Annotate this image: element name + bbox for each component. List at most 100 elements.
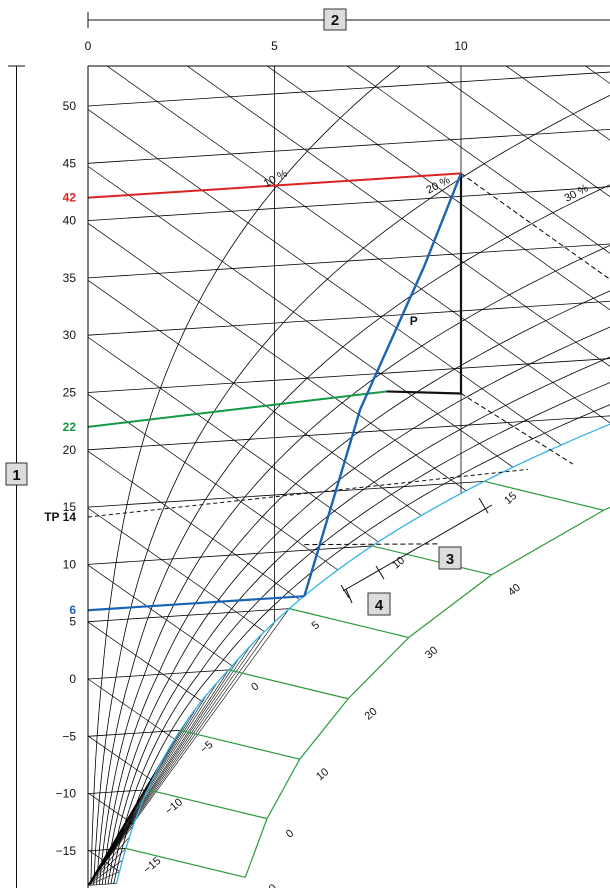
enthalpy-line [88, 0, 610, 283]
x-tick-label: 0 [85, 39, 92, 53]
enthalpy-line [88, 678, 175, 740]
enthalpy-scale-tick [372, 545, 492, 576]
isotherm-line [88, 243, 610, 279]
enthalpy-scale-tick [484, 480, 604, 511]
fan-line [88, 620, 276, 886]
y-axis-guide [8, 65, 25, 888]
isotherm-line [88, 300, 610, 336]
y-tick-label: 45 [63, 156, 77, 170]
enthalpy-line [88, 450, 300, 601]
rh-curve [104, 326, 610, 885]
enthalpy-line [88, 280, 422, 516]
enthalpy-scale-tick [147, 789, 268, 820]
chart-labels: 0510152025−15−10−50510152025303540455042… [44, 39, 590, 888]
enthalpy-line [505, 66, 610, 141]
fan-line [88, 633, 264, 886]
saturation-label: −5 [198, 739, 215, 756]
enthalpy-scale-tick [125, 847, 246, 878]
enthalpy-line [88, 0, 610, 268]
enthalpy-line [88, 507, 265, 632]
rh-curve [101, 290, 610, 885]
dashed-guide [460, 393, 574, 465]
fan-line [88, 859, 123, 886]
process-lines [88, 172, 610, 612]
x-tick-label: 5 [271, 39, 278, 53]
enthalpy-scale-tick [289, 608, 409, 639]
saturation-label: 10 [390, 555, 407, 572]
humidity-scale-callout: 4 [367, 592, 391, 616]
enthalpy-scale-callout: 3 [438, 546, 462, 570]
fan-line [88, 883, 117, 886]
y-tick-label: 35 [63, 271, 77, 285]
y-tick-label: 0 [69, 672, 76, 686]
y-tick-label: −15 [56, 844, 77, 858]
y-tick-label: 50 [63, 99, 77, 113]
y-tick-label: 40 [63, 214, 77, 228]
enthalpy-scale-callout-label: 3 [446, 551, 454, 568]
y-tick-label: 25 [63, 386, 77, 400]
enthalpy-line [88, 564, 233, 667]
enthalpy-line [88, 223, 467, 491]
process-line-mixing [386, 390, 462, 395]
saturation-label: 5 [310, 619, 322, 632]
marker-label: 22 [63, 420, 77, 434]
saturation-label: −10 [163, 796, 185, 817]
fan-line [88, 608, 290, 886]
saturation-label: −15 [141, 855, 163, 876]
humidity-scale-callout-box [367, 592, 391, 616]
saturation-curve [116, 423, 610, 884]
enthalpy-scale-edge [491, 509, 604, 576]
y-tick-label: −5 [62, 729, 76, 743]
enthalpy-label: 30 [423, 644, 440, 661]
enthalpy-scale-edge [299, 698, 349, 760]
enthalpy-scale-edge [244, 818, 268, 878]
fan-line [88, 669, 230, 886]
isotherm-line [88, 71, 610, 107]
isotherm-line [88, 480, 485, 508]
dew-point-line [88, 468, 529, 518]
enthalpy-line [106, 66, 610, 424]
isotherm-line [88, 415, 610, 451]
fan-line [88, 681, 218, 886]
enthalpy-line [88, 393, 338, 571]
enthalpy-line [88, 735, 153, 781]
dashed-guide [304, 543, 439, 546]
x-axis-callout-label: 2 [331, 12, 339, 29]
enthalpy-scale-edge [603, 506, 610, 511]
enthalpy-label: 10 [314, 766, 331, 783]
enthalpy-label: 0 [284, 827, 296, 840]
enthalpy-label: 20 [363, 706, 380, 723]
y-axis-callout: 1 [5, 462, 28, 486]
enthalpy-line [425, 66, 610, 198]
x-axis-callout: 2 [323, 8, 347, 31]
fan-line [88, 657, 240, 886]
y-tick-label: 5 [69, 615, 76, 629]
y-tick-label: 10 [63, 557, 77, 571]
enthalpy-line [88, 166, 514, 468]
humidity-scale-callout-label: 4 [375, 597, 384, 614]
fan-line [88, 645, 251, 886]
enthalpy-label: −10 [257, 882, 279, 888]
rh-label: 30 % [562, 182, 590, 204]
enthalpy-line [88, 0, 610, 298]
rh-curve [90, 66, 401, 886]
enthalpy-scale-callout-box [438, 546, 462, 570]
enthalpy-scale-edge [266, 758, 301, 819]
rh-curve [107, 356, 610, 885]
enthalpy-line [346, 66, 610, 254]
dashed-guide [460, 173, 610, 281]
rh-curve [93, 94, 610, 885]
scale-measure-lines [340, 497, 493, 604]
fan-line [88, 848, 127, 886]
y-axis-callout-label: 1 [12, 467, 20, 484]
y-tick-label: 20 [63, 443, 77, 457]
marker-line-22 [88, 390, 387, 428]
enthalpy-scale-edge [347, 637, 410, 700]
rh-curve [110, 382, 610, 884]
rh-curve [96, 184, 610, 885]
chart-grid [88, 0, 610, 872]
marker-line-42 [88, 172, 462, 199]
enthalpy-line [584, 66, 610, 84]
y-tick-label: −10 [56, 787, 77, 801]
